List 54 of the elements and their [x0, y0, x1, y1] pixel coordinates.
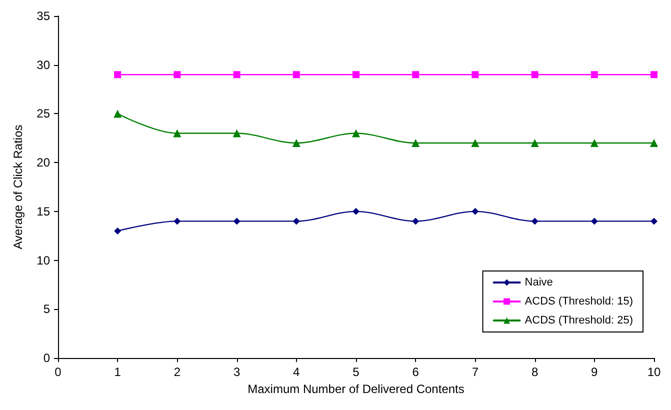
- x-tick-label: 7: [472, 365, 479, 379]
- point: [173, 129, 182, 138]
- x-axis-title: Maximum Number of Delivered Contents: [248, 382, 464, 396]
- point: [531, 71, 538, 78]
- point: [233, 71, 240, 78]
- point: [114, 227, 122, 234]
- point: [590, 218, 598, 225]
- y-tick-label: 10: [36, 253, 50, 268]
- legend-label: ACDS (Threshold: 25): [524, 314, 634, 326]
- point: [590, 71, 598, 78]
- point: [590, 139, 598, 148]
- x-tick-label: 6: [412, 365, 420, 379]
- point: [472, 71, 479, 78]
- x-tick-label: 9: [591, 365, 598, 379]
- point: [352, 71, 360, 78]
- x-tick-label: 8: [531, 365, 538, 379]
- y-tick-label: 0: [43, 351, 50, 365]
- y-tick-label: 25: [36, 106, 50, 121]
- y-tick-label: 20: [36, 156, 50, 170]
- point: [412, 71, 420, 78]
- x-tick-label: 0: [54, 365, 62, 379]
- y-tick-label: 5: [43, 302, 50, 316]
- y-axis-title: Average of Click Ratios: [11, 124, 25, 250]
- point: [531, 218, 538, 225]
- point: [174, 71, 181, 78]
- point: [292, 218, 300, 225]
- x-tick-label: 10: [647, 365, 661, 379]
- y-tick-label: 15: [36, 204, 50, 218]
- point: [232, 129, 241, 138]
- point: [292, 71, 300, 78]
- point: [530, 139, 539, 148]
- legend-label: Naive: [524, 276, 553, 288]
- x-tick-label: 5: [352, 365, 360, 379]
- point: [412, 218, 420, 225]
- point: [174, 218, 181, 225]
- point: [650, 218, 658, 225]
- y-tick-label: 30: [36, 58, 50, 72]
- x-tick-label: 1: [114, 365, 122, 379]
- point: [471, 139, 480, 148]
- x-tick-label: 2: [174, 365, 181, 379]
- point: [114, 71, 122, 78]
- point: [472, 208, 479, 215]
- point: [412, 139, 420, 148]
- point: [292, 139, 300, 148]
- point: [650, 71, 658, 78]
- point: [233, 218, 240, 225]
- point: [352, 129, 360, 138]
- y-tick-label: 35: [36, 9, 50, 23]
- legend-label: ACDS (Threshold: 15): [524, 296, 634, 308]
- point: [114, 110, 122, 118]
- x-tick-label: 3: [233, 365, 240, 379]
- x-tick-label: 4: [293, 365, 300, 379]
- point: [352, 208, 360, 215]
- point: [650, 139, 658, 148]
